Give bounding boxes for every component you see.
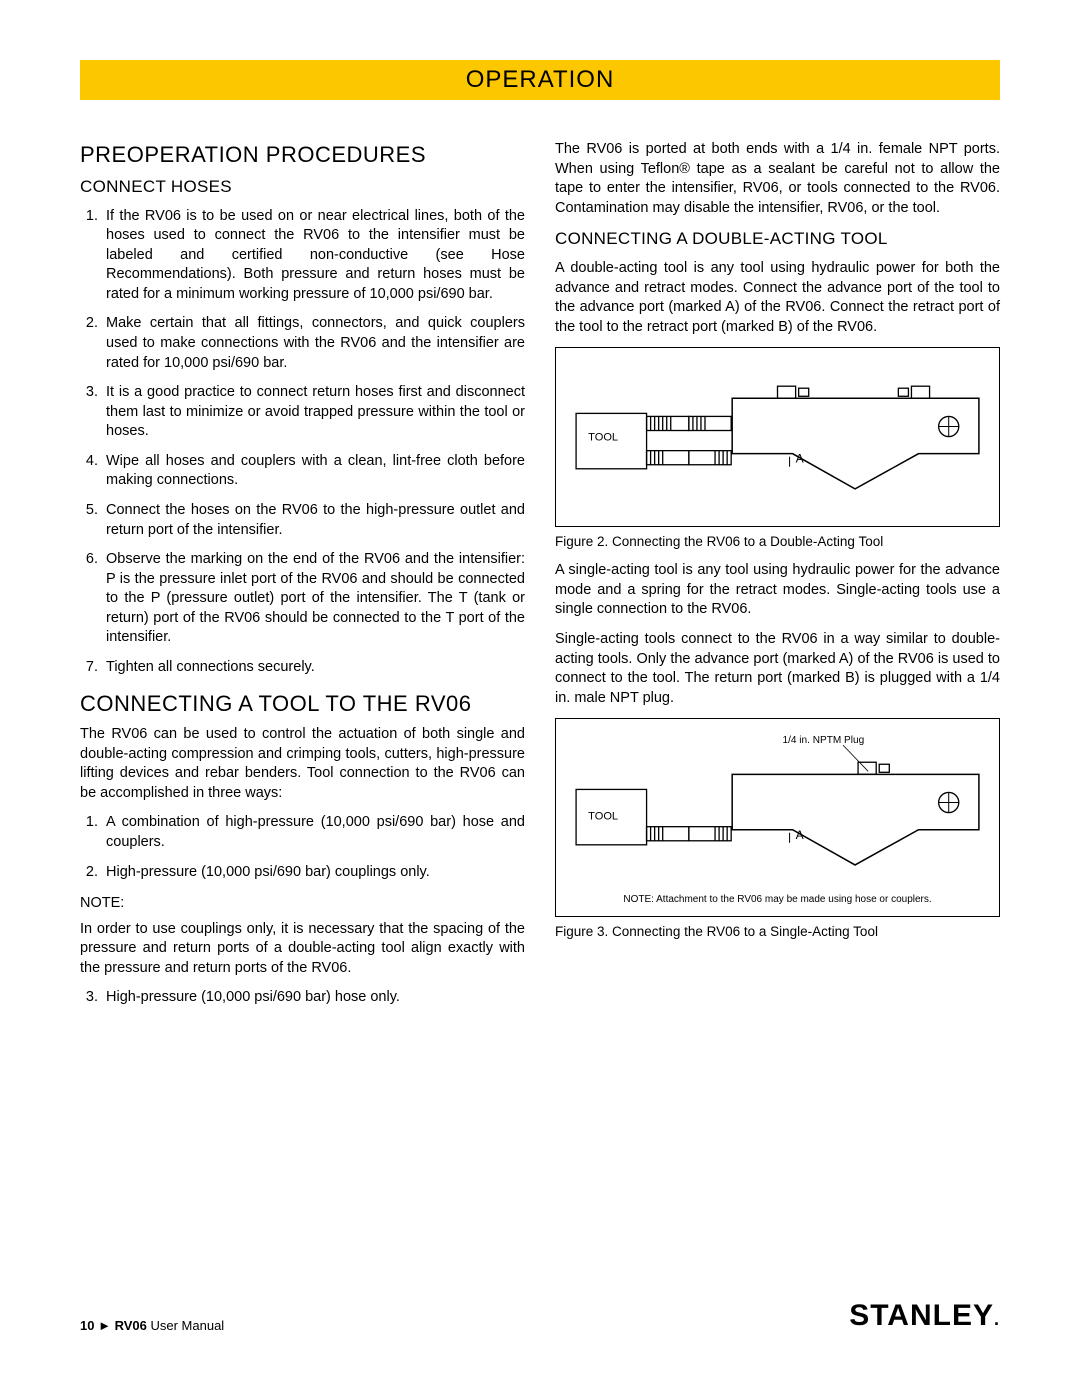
figure-3-note: NOTE: Attachment to the RV06 may be made… — [566, 893, 989, 907]
note-label: NOTE: — [80, 894, 525, 914]
figure-3-caption: Figure 3. Connecting the RV06 to a Singl… — [555, 923, 1000, 941]
figure-3-box: 1/4 in. NPTM Plug TOOL — [555, 718, 1000, 917]
heading-connect-hoses: CONNECT HOSES — [80, 176, 525, 199]
fig3-plug-label: 1/4 in. NPTM Plug — [783, 735, 865, 746]
footer-doc-title: User Manual — [147, 1318, 224, 1333]
figure-3-diagram: 1/4 in. NPTM Plug TOOL — [566, 729, 989, 880]
heading-preoperation: PREOPERATION PROCEDURES — [80, 140, 525, 170]
body-text: The RV06 can be used to control the actu… — [80, 725, 525, 803]
list-item: A combination of high-pressure (10,000 p… — [102, 813, 525, 852]
list-item: High-pressure (10,000 psi/690 bar) coupl… — [102, 863, 525, 883]
left-column: PREOPERATION PROCEDURES CONNECT HOSES If… — [80, 140, 525, 1020]
footer-page-number: 10 — [80, 1318, 94, 1333]
fig2-tool-label: TOOL — [588, 432, 618, 444]
section-header-band: OPERATION — [80, 60, 1000, 100]
list-item: Observe the marking on the end of the RV… — [102, 550, 525, 648]
list-item: It is a good practice to connect return … — [102, 383, 525, 442]
body-text: A double-acting tool is any tool using h… — [555, 259, 1000, 337]
body-text: A single-acting tool is any tool using h… — [555, 561, 1000, 620]
footer-page-info: 10 ► RV06 User Manual — [80, 1318, 224, 1333]
footer-model: RV06 — [115, 1318, 147, 1333]
right-column: The RV06 is ported at both ends with a 1… — [555, 140, 1000, 1020]
heading-connecting-tool: CONNECTING A TOOL TO THE RV06 — [80, 689, 525, 719]
body-text: Single-acting tools connect to the RV06 … — [555, 630, 1000, 708]
list-item: If the RV06 is to be used on or near ele… — [102, 207, 525, 305]
connection-ways-list-cont: High-pressure (10,000 psi/690 bar) hose … — [80, 988, 525, 1008]
figure-2-diagram: TOOL — [566, 358, 989, 509]
list-item: Make certain that all fittings, connecto… — [102, 314, 525, 373]
list-item: Wipe all hoses and couplers with a clean… — [102, 452, 525, 491]
body-text: In order to use couplings only, it is ne… — [80, 920, 525, 979]
list-item: Tighten all connections securely. — [102, 658, 525, 678]
fig2-a-label: A — [796, 452, 805, 466]
fig3-a-label: A — [796, 828, 805, 842]
connect-hoses-list: If the RV06 is to be used on or near ele… — [80, 207, 525, 678]
footer-arrow-icon: ► — [98, 1318, 111, 1333]
list-item: High-pressure (10,000 psi/690 bar) hose … — [102, 988, 525, 1008]
list-item: Connect the hoses on the RV06 to the hig… — [102, 501, 525, 540]
heading-double-acting: CONNECTING A DOUBLE-ACTING TOOL — [555, 228, 1000, 251]
page-footer: 10 ► RV06 User Manual STANLEY. — [80, 1299, 1000, 1333]
figure-2-caption: Figure 2. Connecting the RV06 to a Doubl… — [555, 533, 1000, 551]
two-column-layout: PREOPERATION PROCEDURES CONNECT HOSES If… — [80, 140, 1000, 1020]
brand-logo: STANLEY. — [849, 1299, 1000, 1333]
fig3-tool-label: TOOL — [588, 811, 618, 823]
figure-2-box: TOOL — [555, 347, 1000, 527]
connection-ways-list: A combination of high-pressure (10,000 p… — [80, 813, 525, 882]
section-title: OPERATION — [466, 66, 615, 94]
body-text: The RV06 is ported at both ends with a 1… — [555, 140, 1000, 218]
